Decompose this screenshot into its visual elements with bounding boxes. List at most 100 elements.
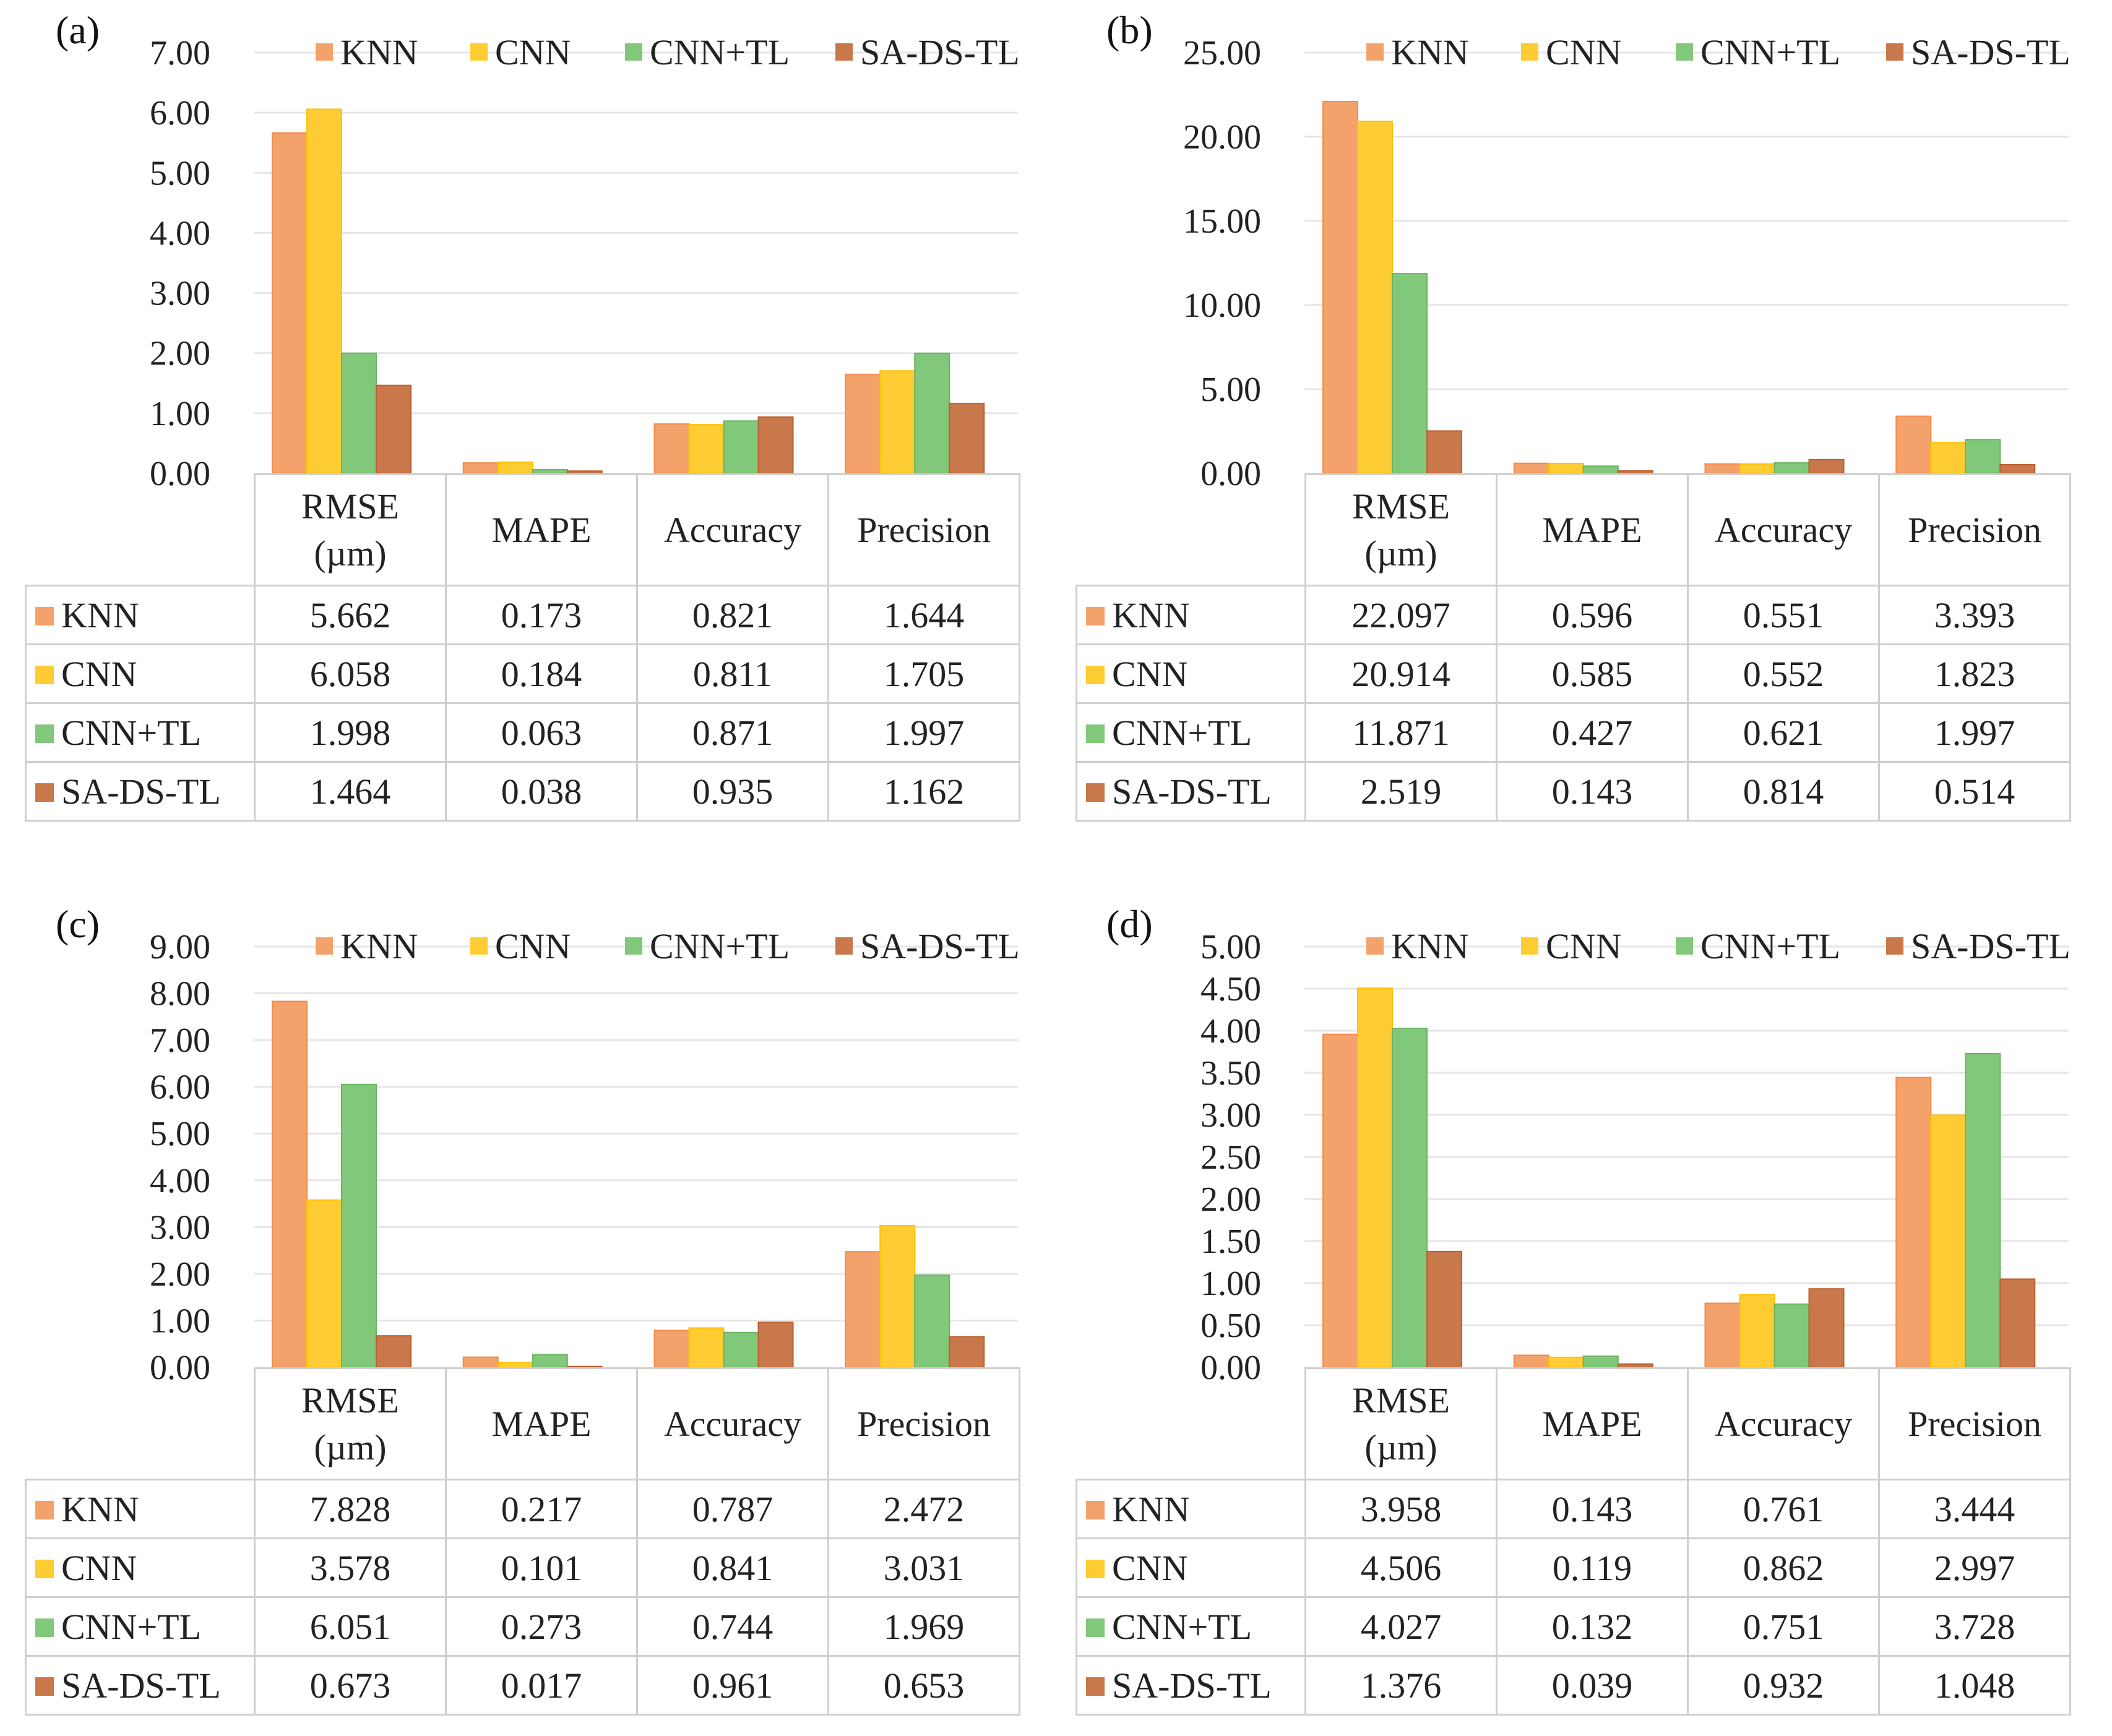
column-header-line: (µm) bbox=[314, 533, 387, 574]
y-tick-label: 6.00 bbox=[150, 94, 210, 132]
column-header-line: Accuracy bbox=[663, 1403, 802, 1444]
table-cell: 6.058 bbox=[254, 643, 447, 704]
series-swatch bbox=[35, 724, 54, 744]
table-cell: 0.427 bbox=[1496, 702, 1689, 763]
table-row: CNN+TL 4.027 0.132 0.751 3.728 bbox=[1075, 1596, 2071, 1657]
y-tick-label: 9.00 bbox=[150, 928, 210, 966]
y-tick-label: 3.00 bbox=[150, 1208, 210, 1247]
series-name: KNN bbox=[1112, 595, 1190, 635]
table-cell: 1.823 bbox=[1878, 643, 2071, 704]
y-tick-label: 5.00 bbox=[1200, 371, 1261, 409]
table-cell: 0.585 bbox=[1496, 643, 1689, 704]
y-tick-label: 2.00 bbox=[150, 335, 210, 373]
legend-swatch bbox=[1521, 937, 1538, 955]
table-cell: 0.621 bbox=[1687, 702, 1880, 763]
table-cell: 3.728 bbox=[1878, 1596, 2071, 1657]
y-tick-label: 5.00 bbox=[150, 154, 210, 192]
legend-swatch bbox=[316, 937, 333, 955]
y-tick-label: 7.00 bbox=[150, 1021, 210, 1060]
table-cell: 0.751 bbox=[1687, 1596, 1880, 1657]
column-header-line: RMSE bbox=[1352, 1380, 1450, 1420]
legend-label: CNN+TL bbox=[1700, 32, 1840, 72]
chart-panel-d: (d) 0.00 0.50 1.00 1.50 2.00 2.50 3.00 3.50 4.00 4… bbox=[1063, 900, 2090, 1723]
bar-cnn-tl bbox=[914, 1274, 950, 1369]
series-name: CNN+TL bbox=[61, 1606, 202, 1647]
bar-cnn bbox=[497, 462, 533, 475]
y-tick-label: 2.50 bbox=[1200, 1138, 1261, 1177]
bar-cnn-tl bbox=[341, 1083, 377, 1368]
table-row: SA-DS-TL 2.519 0.143 0.814 0.514 bbox=[1075, 761, 2071, 822]
series-swatch bbox=[35, 666, 54, 685]
series-swatch bbox=[35, 607, 54, 626]
bar-knn bbox=[1322, 1033, 1358, 1369]
table-cell: 3.958 bbox=[1304, 1479, 1498, 1539]
series-swatch bbox=[35, 1677, 54, 1696]
bar-cnn bbox=[879, 370, 916, 474]
table-cell: 0.787 bbox=[636, 1479, 829, 1539]
table-cell: 1.998 bbox=[254, 702, 447, 763]
series-swatch bbox=[1086, 607, 1105, 626]
bar-cnn bbox=[1930, 442, 1967, 475]
y-tick-label: 1.00 bbox=[150, 1302, 210, 1340]
table-column-header: Accuracy bbox=[636, 473, 829, 587]
table-row: CNN+TL 11.871 0.427 0.621 1.997 bbox=[1075, 702, 2071, 763]
table-cell: 0.811 bbox=[636, 643, 829, 704]
table-cell: 0.821 bbox=[636, 585, 829, 645]
legend-swatch bbox=[625, 43, 642, 61]
column-header-line: (µm) bbox=[1364, 1427, 1437, 1467]
table-cell: 0.653 bbox=[827, 1655, 1020, 1716]
column-header-line: MAPE bbox=[491, 509, 592, 550]
bar-cnn bbox=[497, 1362, 533, 1369]
legend-label: CNN+TL bbox=[650, 32, 790, 72]
table-cell: 0.184 bbox=[445, 643, 638, 704]
series-name: KNN bbox=[61, 1489, 139, 1529]
data-table: RMSE (µm) MAPE Accuracy Precision KNN 7.828 0.2… bbox=[25, 1367, 1020, 1716]
legend-label: KNN bbox=[340, 926, 418, 966]
bar-cnn bbox=[1739, 1294, 1775, 1369]
bar-sa-ds-tl bbox=[949, 1336, 985, 1369]
y-tick-label: 4.00 bbox=[1200, 1012, 1261, 1051]
legend-swatch bbox=[470, 937, 488, 955]
table-cell: 0.017 bbox=[445, 1655, 638, 1716]
table-corner bbox=[1076, 1368, 1306, 1480]
bar-knn bbox=[845, 374, 881, 474]
column-header-line: MAPE bbox=[1542, 1403, 1642, 1444]
table-row-header: CNN bbox=[25, 643, 256, 704]
table-column-header: MAPE bbox=[445, 473, 638, 587]
series-swatch bbox=[35, 783, 54, 802]
table-row: KNN 5.662 0.173 0.821 1.644 bbox=[25, 585, 1020, 645]
column-header-line: Precision bbox=[1908, 1403, 2041, 1444]
bar-cnn bbox=[688, 424, 725, 475]
table-cell: 1.705 bbox=[827, 643, 1020, 704]
table-row: CNN 20.914 0.585 0.552 1.823 bbox=[1075, 643, 2071, 704]
chart-svg: (a)0.001.002.003.004.005.006.007.00 KNN CN… bbox=[56, 8, 1020, 493]
table-row: KNN 7.828 0.217 0.787 2.472 bbox=[25, 1479, 1020, 1539]
table-row-header: SA-DS-TL bbox=[1075, 1655, 1306, 1716]
y-tick-label: 25.00 bbox=[1183, 34, 1261, 72]
table-cell: 1.162 bbox=[827, 761, 1020, 822]
table-cell: 1.644 bbox=[827, 585, 1020, 645]
bar-cnn-tl bbox=[1392, 1028, 1428, 1368]
y-tick-label: 1.00 bbox=[1200, 1265, 1261, 1303]
bar-cnn-tl bbox=[532, 1354, 568, 1369]
table-column-header: RMSE (µm) bbox=[1304, 473, 1498, 587]
table-column-header: Accuracy bbox=[1687, 1367, 1880, 1480]
data-table: RMSE (µm) MAPE Accuracy Precision KNN 3.958 0.1… bbox=[1075, 1367, 2071, 1716]
bar-cnn-tl bbox=[341, 352, 377, 474]
bar-knn bbox=[1704, 463, 1741, 475]
table-cell: 1.969 bbox=[827, 1596, 1020, 1657]
table-column-header: MAPE bbox=[1496, 1367, 1689, 1480]
column-header-line: RMSE bbox=[301, 1380, 399, 1420]
y-tick-label: 2.00 bbox=[1200, 1180, 1261, 1219]
series-name: CNN bbox=[61, 653, 137, 694]
y-tick-label: 3.00 bbox=[1200, 1096, 1261, 1135]
chart-panel-b: (b) 0.00 5.00 10.00 15.00 20.00 25.00 KNN CNN CNN… bbox=[1063, 6, 2090, 829]
column-header-line: Precision bbox=[1908, 509, 2041, 550]
column-header-line: (µm) bbox=[1364, 533, 1437, 574]
series-swatch bbox=[35, 1618, 54, 1638]
table-cell: 2.997 bbox=[1878, 1537, 2071, 1598]
legend-swatch bbox=[1886, 43, 1903, 61]
legend-swatch bbox=[1886, 937, 1903, 955]
table-row-header: CNN bbox=[1075, 1537, 1306, 1598]
series-name: CNN bbox=[1112, 653, 1188, 694]
